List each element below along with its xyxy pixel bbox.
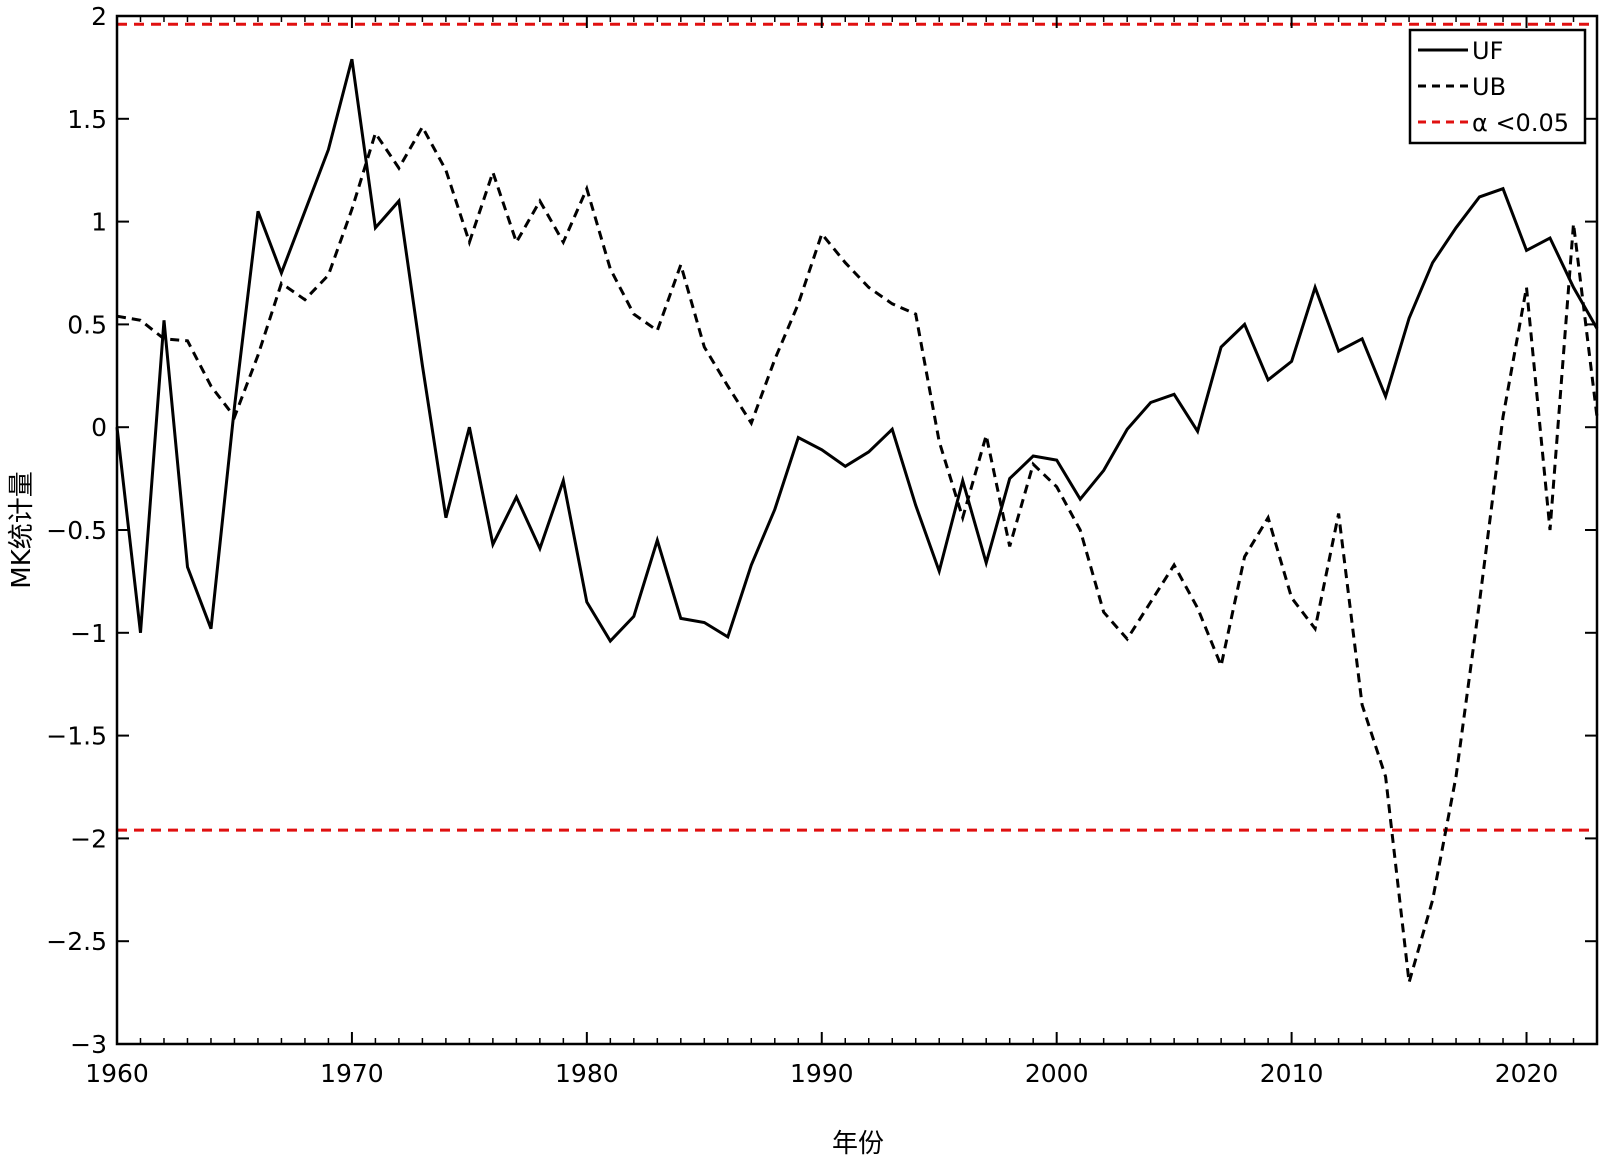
x-tick-label: 2020 bbox=[1495, 1059, 1559, 1088]
significance-lines bbox=[117, 22, 1597, 832]
x-tick-label: 2000 bbox=[1025, 1059, 1089, 1088]
x-axis: 1960 1970 1980 1990 2000 2010 2020 bbox=[85, 16, 1575, 1088]
x-tick-label: 2010 bbox=[1260, 1059, 1324, 1088]
y-axis: 2 1.5 1 0.5 0 −0.5 −1 −1.5 −2 −2.5 −3 bbox=[46, 2, 1597, 1059]
legend-label: UF bbox=[1472, 37, 1503, 65]
y-tick-label: 1 bbox=[91, 208, 107, 237]
x-tick-label: 1960 bbox=[85, 1059, 149, 1088]
series-line-uf bbox=[115, 58, 1599, 644]
plot-area bbox=[115, 14, 1599, 1046]
y-tick-label: 1.5 bbox=[67, 105, 107, 134]
legend-label: UB bbox=[1472, 73, 1506, 101]
legend-label: α <0.05 bbox=[1472, 109, 1569, 137]
y-tick-label: −2 bbox=[70, 824, 107, 853]
x-tick-label: 1980 bbox=[555, 1059, 619, 1088]
x-tick-label: 1990 bbox=[790, 1059, 854, 1088]
y-tick-label: 2 bbox=[91, 2, 107, 31]
y-tick-label: −2.5 bbox=[46, 927, 107, 956]
y-tick-label: −1 bbox=[70, 619, 107, 648]
x-tick-label: 1970 bbox=[320, 1059, 384, 1088]
y-tick-label: 0 bbox=[91, 413, 107, 442]
series-line-ub bbox=[116, 123, 1599, 983]
y-tick-label: −0.5 bbox=[46, 516, 107, 545]
y-axis-title: MK统计量 bbox=[7, 471, 37, 588]
series-lines bbox=[115, 58, 1599, 983]
y-tick-label: −3 bbox=[70, 1030, 107, 1059]
y-tick-label: 0.5 bbox=[67, 310, 107, 339]
legend: UF UB α <0.05 bbox=[1408, 28, 1587, 145]
plot-background bbox=[117, 16, 1597, 1044]
y-tick-label: −1.5 bbox=[46, 722, 107, 751]
x-axis-title: 年份 bbox=[832, 1129, 884, 1159]
